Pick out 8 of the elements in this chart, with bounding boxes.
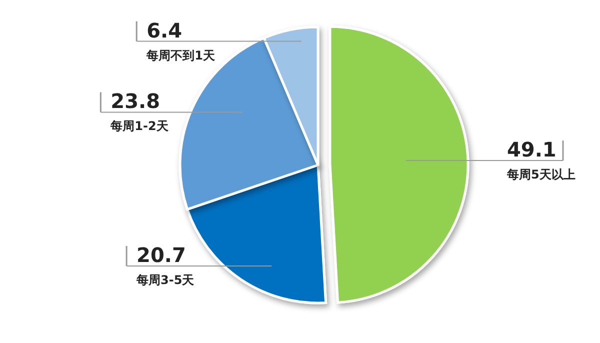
slice-label: 每周5天以上	[506, 168, 576, 182]
slice-label: 每周不到1天	[146, 48, 216, 62]
data-label: 23.8	[110, 89, 160, 114]
slice-label: 每周3-5天	[136, 272, 196, 287]
data-label: 49.1	[507, 138, 556, 162]
data-label: 20.7	[136, 242, 186, 267]
slice-label: 每周1-2天	[110, 119, 170, 134]
data-label: 6.4	[146, 18, 182, 42]
